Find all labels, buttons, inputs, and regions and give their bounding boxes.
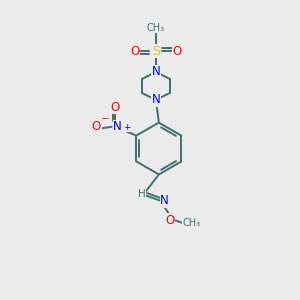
Text: S: S: [152, 45, 160, 58]
Text: O: O: [130, 45, 139, 58]
Text: CH₃: CH₃: [147, 23, 165, 33]
Text: H: H: [138, 190, 146, 200]
Text: O: O: [165, 214, 175, 227]
Text: O: O: [92, 120, 101, 133]
Text: N: N: [160, 194, 169, 207]
Text: N: N: [152, 93, 160, 106]
Text: O: O: [111, 100, 120, 113]
Text: O: O: [172, 45, 182, 58]
Text: N: N: [113, 120, 122, 133]
Text: CH₃: CH₃: [182, 218, 200, 228]
Text: N: N: [152, 65, 160, 79]
Text: +: +: [123, 123, 130, 132]
Text: −: −: [101, 114, 110, 124]
